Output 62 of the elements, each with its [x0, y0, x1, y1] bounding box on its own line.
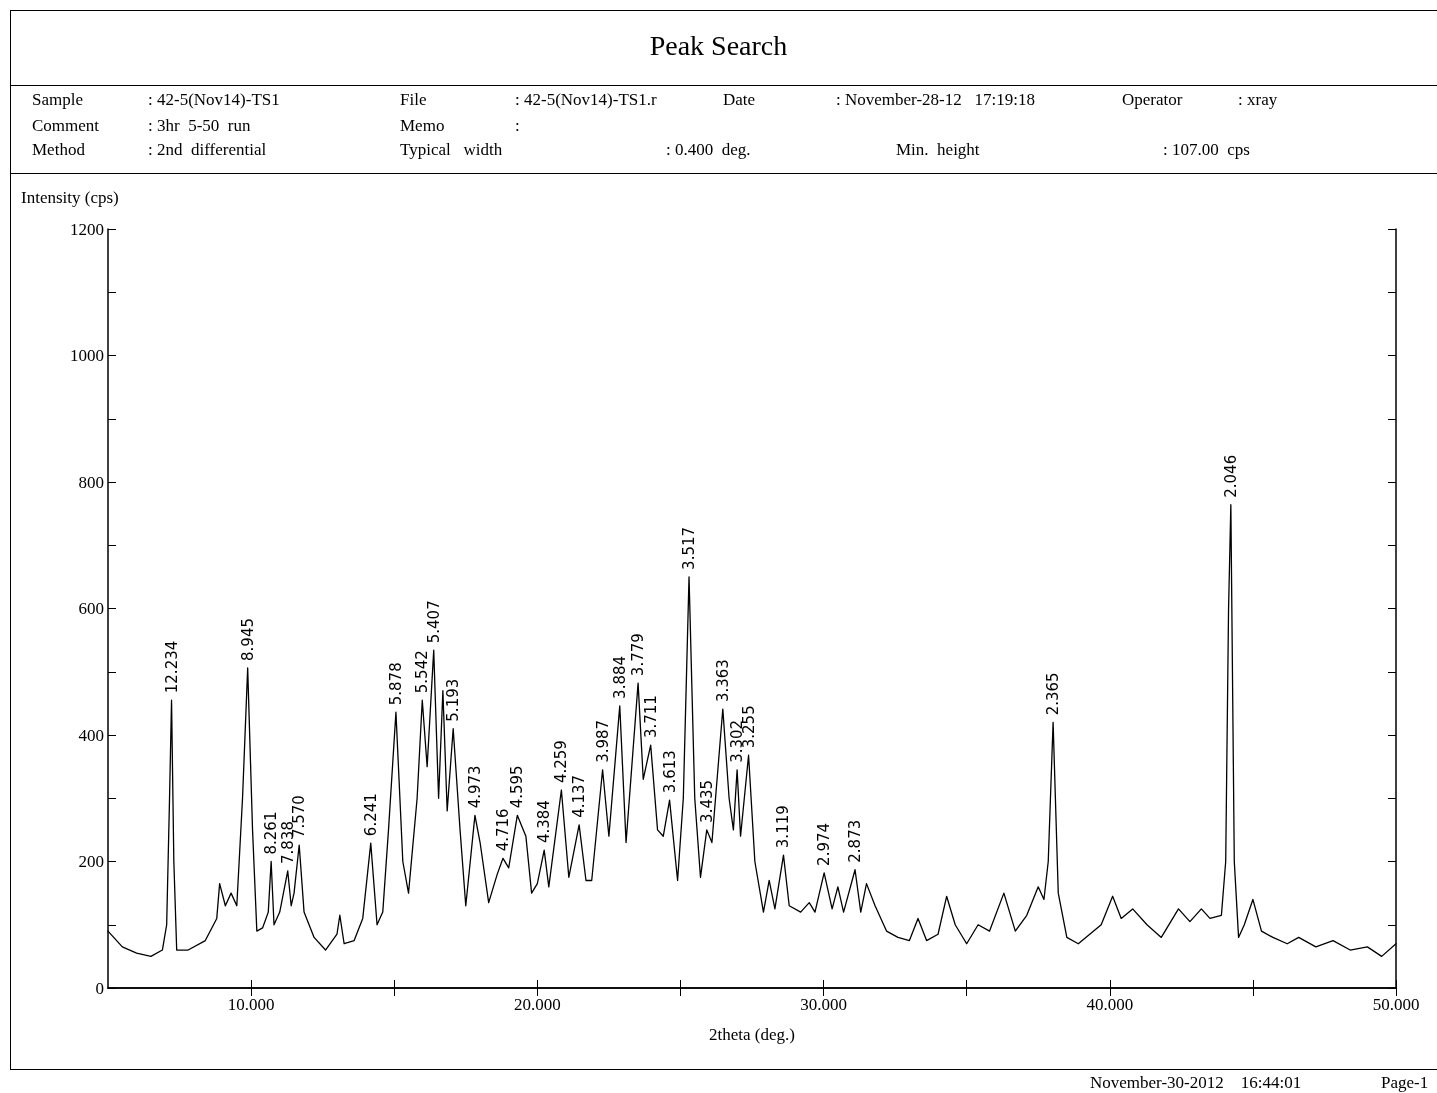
y-tick-label: 1200	[70, 219, 104, 239]
text: File	[400, 90, 427, 110]
y-tick-label: 1000	[70, 346, 104, 365]
text: : 0.400 deg.	[666, 140, 751, 160]
x-tick-label: 30.000	[800, 995, 847, 1014]
text: : 107.00 cps	[1163, 140, 1250, 160]
x-tick-label: 20.000	[513, 995, 561, 1014]
annotation: 4.973	[465, 765, 484, 809]
annotation: 2.365	[1044, 672, 1063, 716]
y-axis-title: Intensity (cps)	[21, 188, 119, 208]
annotation: 3.779	[629, 633, 648, 677]
annotation: 4.137	[570, 774, 589, 818]
text: Operator	[1122, 90, 1183, 110]
text: Date	[723, 90, 756, 110]
annotation: 5.407	[424, 600, 443, 644]
text: Page-1	[1381, 1073, 1429, 1093]
x-tick-label: 10.000	[227, 995, 275, 1014]
annotation: 5.542	[413, 650, 432, 694]
x-tick-label: 40.000	[1086, 995, 1134, 1014]
annotation: 3.884	[610, 655, 629, 699]
text: : 42-5(Nov14)-TS1.r	[515, 90, 657, 110]
y-tick-label: 200	[78, 852, 104, 871]
text: Memo	[400, 116, 445, 136]
x-axis-title: 2theta (deg.)	[709, 1025, 795, 1044]
annotation: 2.046	[1221, 454, 1240, 498]
annotation: 2.873	[846, 819, 865, 863]
text: Sample	[32, 90, 83, 110]
y-tick-label: 600	[78, 599, 104, 618]
text: November-30-2012 16:44:01	[1090, 1073, 1302, 1093]
text: : 3hr 5-50 run	[148, 116, 251, 136]
x-tick-label: 50.000	[1372, 995, 1420, 1014]
y-tick-label: 800	[78, 472, 104, 492]
annotation: 5.878	[386, 662, 405, 706]
text: : 2nd differential	[148, 140, 267, 160]
annotation: 4.716	[493, 808, 512, 852]
y-tick-label: 400	[78, 725, 104, 745]
annotation: 3.119	[774, 805, 793, 849]
text: : 42-5(Nov14)-TS1	[148, 90, 280, 110]
annotation: 8.261	[262, 811, 281, 855]
annotation: 4.595	[508, 765, 527, 809]
text: Method	[32, 140, 85, 160]
text: Comment	[32, 116, 100, 136]
annotation: 2.974	[815, 822, 834, 866]
text: : November-28-12 17:19:18	[836, 90, 1035, 110]
annotation: 3.517	[680, 526, 699, 570]
annotation: 6.241	[361, 793, 380, 837]
text: :	[515, 116, 520, 136]
text: : xray	[1238, 90, 1278, 110]
annotation: 4.259	[552, 740, 571, 784]
annotation: 8.945	[238, 618, 257, 661]
annotation: 3.435	[697, 779, 716, 823]
annotation: 12.234	[162, 640, 181, 694]
annotation: 3.711	[641, 695, 660, 739]
annotation: 3.363	[713, 659, 732, 703]
text: Typical width	[400, 140, 503, 160]
annotation: 3.613	[660, 750, 679, 794]
chart-title: Peak Search	[648, 30, 789, 62]
annotation: 5.193	[444, 678, 463, 722]
y-tick-label: 0	[95, 978, 104, 998]
text: Min. height	[896, 140, 980, 160]
annotation: 3.987	[593, 719, 612, 763]
annotation: 4.384	[535, 800, 554, 844]
